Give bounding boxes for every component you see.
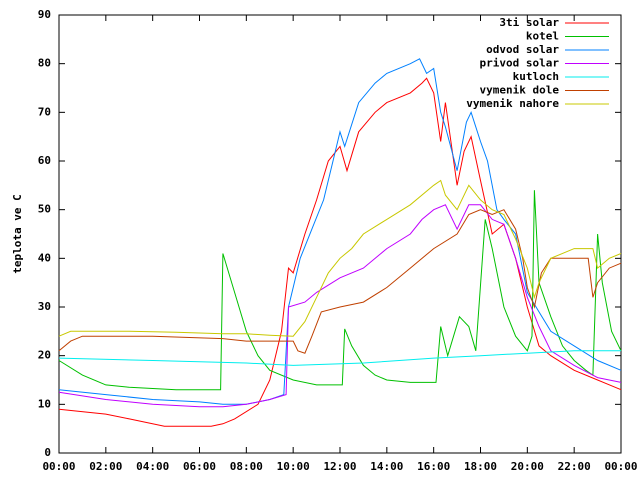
series-line xyxy=(58,179,622,337)
legend-label: kotel xyxy=(526,30,559,43)
y-tick-label: 50 xyxy=(38,203,51,216)
x-tick-label: 10:00 xyxy=(277,460,310,473)
x-tick-label: 00:00 xyxy=(604,460,637,473)
legend-label: kutloch xyxy=(513,70,559,83)
y-tick-label: 70 xyxy=(38,105,51,118)
y-tick-label: 40 xyxy=(38,251,51,264)
legend-label: vymenik nahore xyxy=(466,97,559,110)
x-tick-label: 14:00 xyxy=(370,460,403,473)
x-tick-label: 22:00 xyxy=(558,460,591,473)
x-tick-label: 04:00 xyxy=(136,460,169,473)
legend-label: privod solar xyxy=(480,57,560,70)
y-tick-label: 60 xyxy=(38,154,51,167)
y-tick-label: 10 xyxy=(38,397,51,410)
y-tick-label: 20 xyxy=(38,349,51,362)
x-tick-label: 06:00 xyxy=(183,460,216,473)
y-tick-label: 90 xyxy=(38,8,51,21)
series-line xyxy=(58,190,622,391)
y-tick-label: 30 xyxy=(38,300,51,313)
x-tick-label: 00:00 xyxy=(42,460,75,473)
series-line xyxy=(58,209,622,354)
y-tick-label: 0 xyxy=(44,446,51,459)
x-tick-label: 08:00 xyxy=(230,460,263,473)
x-tick-label: 12:00 xyxy=(323,460,356,473)
y-tick-label: 80 xyxy=(38,57,51,70)
legend-label: odvod solar xyxy=(486,43,559,56)
x-tick-label: 16:00 xyxy=(417,460,450,473)
legend-label: 3ti solar xyxy=(499,16,559,29)
x-tick-label: 02:00 xyxy=(89,460,122,473)
x-tick-label: 20:00 xyxy=(511,460,544,473)
y-axis-label: teplota ve C xyxy=(11,194,24,273)
series-line xyxy=(58,204,622,408)
legend-label: vymenik dole xyxy=(480,84,560,97)
x-tick-label: 18:00 xyxy=(464,460,497,473)
series-line xyxy=(58,350,621,366)
